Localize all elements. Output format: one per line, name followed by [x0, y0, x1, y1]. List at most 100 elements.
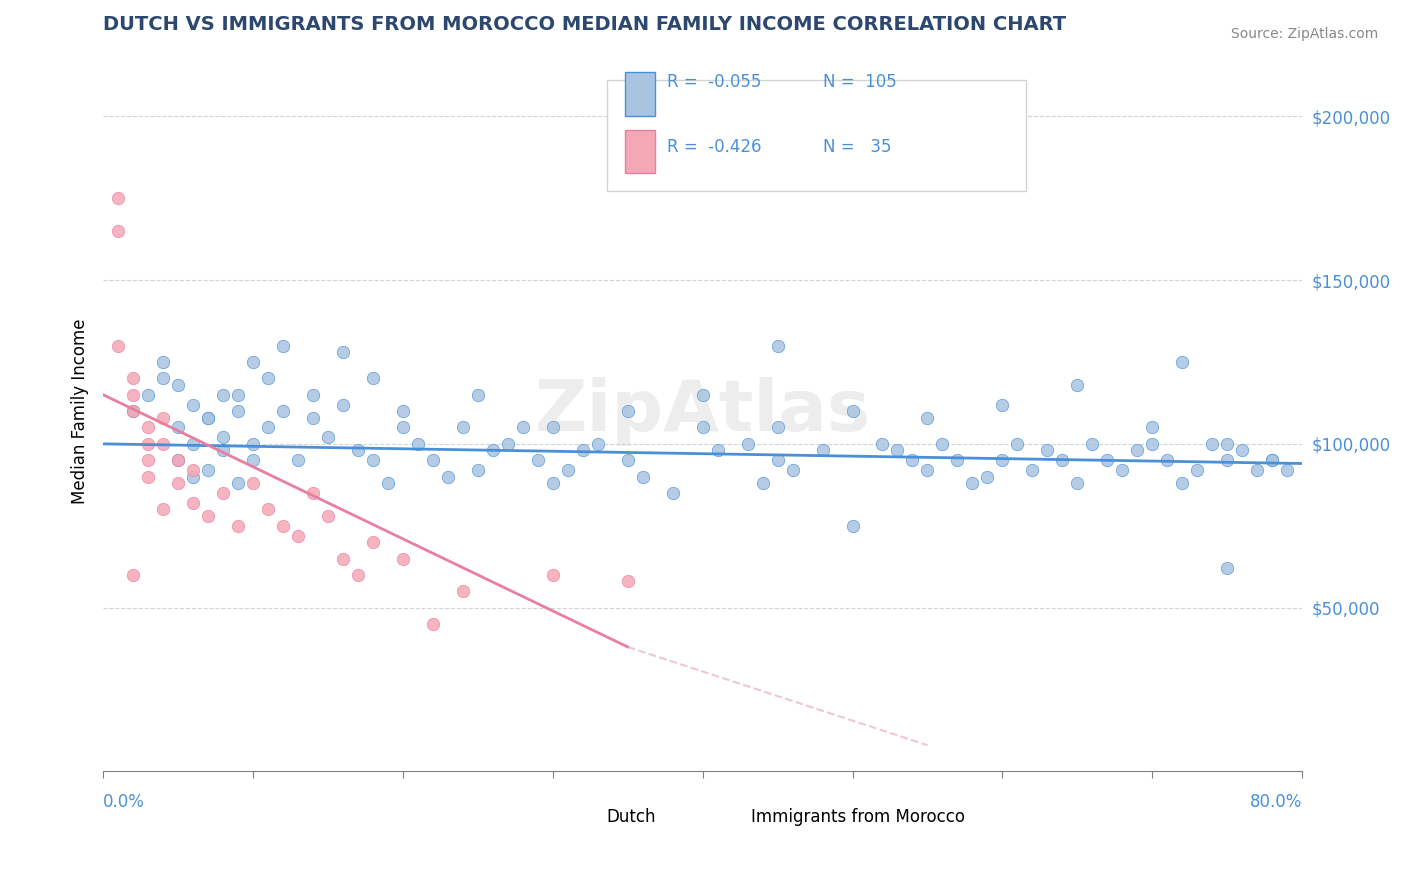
- Text: 80.0%: 80.0%: [1250, 793, 1302, 812]
- Point: [136, 453, 159, 467]
- Point: [361, 453, 384, 467]
- Point: [287, 453, 309, 467]
- Point: [136, 437, 159, 451]
- Point: [1275, 463, 1298, 477]
- Point: [586, 437, 609, 451]
- Point: [212, 443, 235, 458]
- Point: [1142, 420, 1164, 434]
- Point: [302, 388, 325, 402]
- Point: [287, 528, 309, 542]
- Point: [1261, 453, 1284, 467]
- Point: [886, 443, 908, 458]
- Point: [541, 476, 564, 491]
- Point: [1036, 443, 1059, 458]
- Point: [212, 388, 235, 402]
- Point: [197, 508, 219, 523]
- Text: DUTCH VS IMMIGRANTS FROM MOROCCO MEDIAN FAMILY INCOME CORRELATION CHART: DUTCH VS IMMIGRANTS FROM MOROCCO MEDIAN …: [103, 15, 1066, 34]
- Point: [181, 463, 204, 477]
- Point: [212, 486, 235, 500]
- Point: [107, 338, 129, 352]
- Text: 0.0%: 0.0%: [103, 793, 145, 812]
- Point: [616, 404, 638, 418]
- Point: [1081, 437, 1104, 451]
- Point: [1021, 463, 1043, 477]
- Point: [271, 404, 294, 418]
- Point: [302, 486, 325, 500]
- Point: [631, 469, 654, 483]
- Point: [1201, 437, 1223, 451]
- Point: [1066, 476, 1088, 491]
- Point: [467, 463, 489, 477]
- Text: R =  -0.055: R = -0.055: [666, 73, 761, 91]
- Point: [1261, 453, 1284, 467]
- Point: [1171, 476, 1194, 491]
- FancyBboxPatch shape: [721, 804, 742, 832]
- Point: [197, 463, 219, 477]
- Point: [136, 420, 159, 434]
- Point: [541, 567, 564, 582]
- Point: [1216, 453, 1239, 467]
- Point: [422, 453, 444, 467]
- Point: [1097, 453, 1119, 467]
- Point: [242, 437, 264, 451]
- Point: [422, 617, 444, 632]
- Text: N =   35: N = 35: [823, 137, 891, 156]
- Point: [451, 420, 474, 434]
- Point: [991, 398, 1014, 412]
- Point: [347, 443, 370, 458]
- Text: Dutch: Dutch: [607, 808, 657, 826]
- Point: [512, 420, 534, 434]
- Point: [152, 355, 174, 369]
- Point: [197, 410, 219, 425]
- Point: [152, 437, 174, 451]
- Point: [872, 437, 894, 451]
- Point: [962, 476, 984, 491]
- Point: [167, 453, 190, 467]
- Point: [467, 388, 489, 402]
- Point: [991, 453, 1014, 467]
- Point: [122, 371, 145, 385]
- Point: [1052, 453, 1074, 467]
- Point: [167, 420, 190, 434]
- Point: [316, 508, 339, 523]
- Point: [242, 476, 264, 491]
- Point: [316, 430, 339, 444]
- Point: [122, 388, 145, 402]
- Point: [616, 574, 638, 589]
- Point: [152, 502, 174, 516]
- Point: [302, 410, 325, 425]
- Point: [737, 437, 759, 451]
- Point: [931, 437, 953, 451]
- Text: ZipAtlas: ZipAtlas: [534, 376, 870, 446]
- Point: [1232, 443, 1254, 458]
- Point: [526, 453, 548, 467]
- Point: [392, 551, 415, 566]
- Point: [167, 476, 190, 491]
- Point: [1111, 463, 1133, 477]
- Point: [226, 518, 249, 533]
- Point: [152, 410, 174, 425]
- Point: [197, 410, 219, 425]
- Y-axis label: Median Family Income: Median Family Income: [72, 318, 89, 504]
- Point: [706, 443, 728, 458]
- Point: [1126, 443, 1149, 458]
- Point: [661, 486, 683, 500]
- Point: [257, 371, 280, 385]
- Point: [377, 476, 399, 491]
- Point: [392, 420, 415, 434]
- Point: [557, 463, 579, 477]
- Point: [242, 453, 264, 467]
- Point: [1171, 355, 1194, 369]
- Point: [181, 398, 204, 412]
- Point: [167, 378, 190, 392]
- Point: [332, 551, 354, 566]
- Point: [692, 420, 714, 434]
- Point: [1246, 463, 1268, 477]
- Point: [271, 338, 294, 352]
- Point: [751, 476, 773, 491]
- Point: [122, 404, 145, 418]
- Text: Immigrants from Morocco: Immigrants from Morocco: [751, 808, 965, 826]
- Point: [152, 371, 174, 385]
- Point: [242, 355, 264, 369]
- Point: [841, 518, 863, 533]
